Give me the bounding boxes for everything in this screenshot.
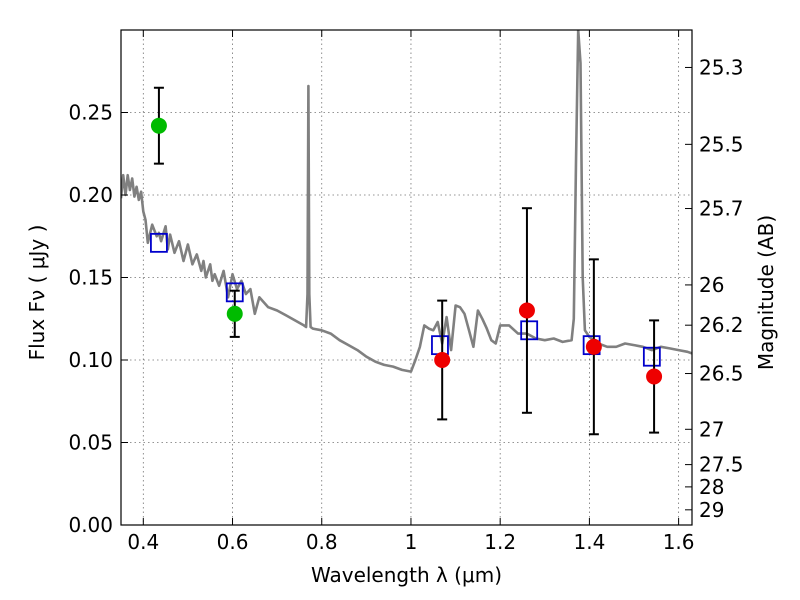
plot-area [121, 30, 692, 436]
y-tick-label: 0.25 [68, 101, 113, 125]
red-data-point [646, 368, 663, 385]
y-tick-label: 0.15 [68, 266, 113, 290]
ticks: 0.4 0.6 0.8 1 1.2 1.4 1.6 0.00 0.05 0.10 0.15 0.20 0… [68, 30, 744, 554]
y2-tick-label: 25.3 [699, 55, 744, 79]
y2-tick-label: 27 [699, 417, 724, 441]
x-tick-label: 1.2 [484, 530, 516, 554]
red-data-point [518, 302, 535, 319]
y2-tick-label: 25.7 [699, 197, 744, 221]
x-axis-label: Wavelength λ (μm) [311, 563, 502, 587]
y2-tick-label: 27.5 [699, 453, 744, 477]
red-data-point [585, 338, 602, 355]
y-tick-label: 0.20 [68, 183, 113, 207]
y2-tick-label: 26 [699, 273, 724, 297]
y-tick-label: 0.05 [68, 431, 113, 455]
y2-tick-label: 28 [699, 475, 724, 499]
red-data-point [434, 352, 451, 368]
y2-tick-label: 26.5 [699, 362, 744, 386]
x-tick-label: 1 [405, 530, 418, 554]
y-axis-label: Flux Fν ( μJy ) [25, 225, 49, 361]
x-tick-label: 0.8 [306, 530, 338, 554]
blue-square-marker [642, 346, 661, 367]
y-tick-label: 0.10 [68, 348, 113, 372]
y2-tick-label: 26.2 [699, 313, 744, 337]
x-tick-label: 1.4 [573, 530, 605, 554]
x-tick-label: 0.6 [217, 530, 249, 554]
blue-square-marker [150, 232, 168, 253]
model-spectrum-line [121, 30, 692, 373]
y2-axis-label: Magnitude (AB) [754, 215, 778, 370]
x-tick-label: 1.6 [663, 530, 695, 554]
y2-tick-label: 25.5 [699, 132, 744, 156]
y2-tick-label: 29 [699, 498, 724, 522]
green-data-point [226, 305, 243, 322]
green-data-point [150, 117, 167, 134]
x-tick-label: 0.4 [127, 530, 159, 554]
blue-square-marker [520, 320, 539, 341]
y-tick-label: 0.00 [68, 513, 113, 537]
